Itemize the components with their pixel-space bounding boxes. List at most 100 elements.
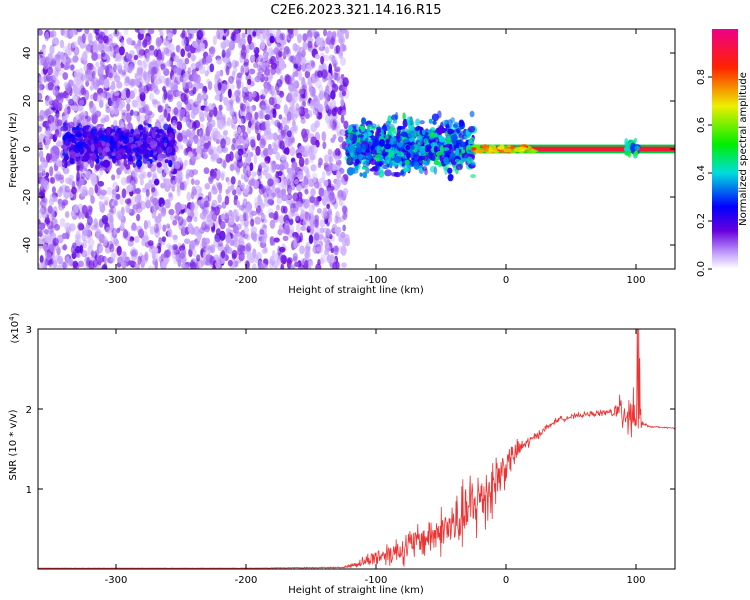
spectrogram-cell [151, 246, 159, 255]
spectrogram-cell [99, 92, 106, 102]
spectrogram-cell [310, 123, 318, 133]
x-tick-label: 0 [503, 275, 509, 286]
spectrogram-cell [276, 189, 284, 199]
spectrogram-cell [81, 33, 86, 44]
spectrogram-cell [154, 228, 161, 238]
spectrogram-cell [192, 72, 199, 83]
spectrogram-cell [304, 70, 311, 79]
spectrogram-cell [243, 233, 249, 239]
spectrogram-cell [271, 249, 276, 258]
spectrogram-cell [288, 74, 295, 82]
spectrogram-cell [39, 254, 44, 264]
spectrogram-cell [136, 133, 141, 139]
spectrogram-cell [281, 178, 288, 189]
spectrogram-cell [269, 236, 274, 246]
spectrogram-cell [97, 180, 105, 187]
spectrogram-cell [337, 190, 344, 201]
spectrogram-cell [319, 227, 325, 234]
spectrogram-cell [250, 116, 256, 125]
spectrogram-cell [45, 172, 50, 178]
spectrogram-cell [209, 46, 216, 55]
spectrogram-cell [279, 32, 286, 41]
spectrogram-cell [190, 178, 195, 185]
spectrogram-cell [56, 255, 64, 265]
spectrogram-cell [86, 236, 91, 244]
spectrogram-cell [188, 134, 194, 145]
spectrogram-cell [90, 172, 97, 182]
spectrogram-cell [202, 246, 207, 253]
spectrogram-region-0 [38, 29, 351, 269]
spectrogram-cell [329, 156, 334, 163]
spectrogram-cell [313, 196, 319, 206]
spectrogram-cell [63, 64, 70, 71]
spectrogram-cell [90, 250, 95, 257]
spectrogram-cell [290, 55, 296, 64]
spectrogram-cell [230, 176, 236, 185]
spectrogram-region-2 [344, 110, 478, 182]
carrier-blob [514, 146, 522, 151]
spectrogram-cell [303, 203, 309, 210]
spectrogram-cell [297, 170, 304, 181]
spectrogram-cell [173, 255, 178, 265]
spectrogram-cell [93, 218, 98, 229]
spectrogram-cell [157, 104, 163, 113]
spectrogram-cell [163, 90, 168, 101]
spectrogram-cell [190, 201, 195, 212]
spectrogram-cell [229, 151, 234, 162]
spectrogram-cell [257, 164, 263, 173]
spectrogram-cell [86, 157, 92, 164]
spectrogram-cell [310, 188, 316, 197]
spectrogram-cell [146, 171, 151, 179]
spectrogram-cell [38, 207, 45, 214]
spectrogram-cell [252, 263, 257, 269]
spectrogram-cell [359, 154, 366, 159]
spectrogram-cell [236, 158, 243, 169]
spectrogram-cell [247, 34, 252, 45]
spectrogram-cell [342, 212, 348, 221]
spectrogram-cell [219, 69, 224, 77]
spectrogram-cell [139, 144, 148, 149]
spectrogram-cell [233, 233, 238, 244]
spectrogram-cell [325, 228, 332, 238]
spectrogram-cell [418, 134, 423, 142]
spectrogram-cell [251, 91, 257, 98]
spectrogram-cell [284, 137, 292, 148]
spectrogram-cell [83, 73, 89, 82]
spectrogram-cell [97, 41, 105, 53]
spectrogram-cell [118, 46, 125, 56]
spectrogram-cell [103, 236, 108, 247]
spectrogram-cell [75, 142, 83, 149]
spectrogram-cell [309, 153, 316, 161]
spectrogram-cell [75, 131, 83, 138]
spectrogram-cell [227, 116, 231, 127]
spectrogram-cell [44, 218, 51, 226]
spectrogram-cell [217, 243, 224, 252]
spectrogram-cell [458, 133, 464, 139]
snr-y-multiplier-close: ) [10, 312, 21, 316]
spectrogram-cell [72, 55, 79, 63]
spectrogram-cell [40, 161, 47, 172]
spectrogram-cell [91, 126, 97, 135]
spectrogram-cell [131, 167, 139, 178]
spectrogram-cell [133, 88, 137, 95]
spectrogram-cell [215, 260, 221, 269]
spectrogram-cell [202, 56, 207, 65]
spectrogram-cell [262, 53, 269, 62]
spectrogram-cell [144, 113, 150, 122]
spectrogram-cell [245, 233, 251, 241]
spectrogram-cell [139, 149, 146, 155]
spectrogram-cell [48, 153, 53, 160]
spectrogram-cell [335, 155, 339, 163]
spectrogram-cell [130, 249, 137, 257]
spectrogram-cell [283, 205, 288, 214]
spectrogram-cell [203, 133, 209, 142]
spectrogram-cell [380, 129, 385, 136]
spectrogram-cell [302, 33, 308, 40]
spectrogram-cell [307, 40, 313, 49]
spectrogram-cell [165, 223, 171, 229]
spectrogram-cell [163, 47, 170, 55]
spectrogram-cell [315, 36, 321, 46]
spectrogram-cell [60, 51, 65, 61]
spectrogram-cell [288, 91, 293, 100]
spectrogram-cell [51, 153, 58, 164]
